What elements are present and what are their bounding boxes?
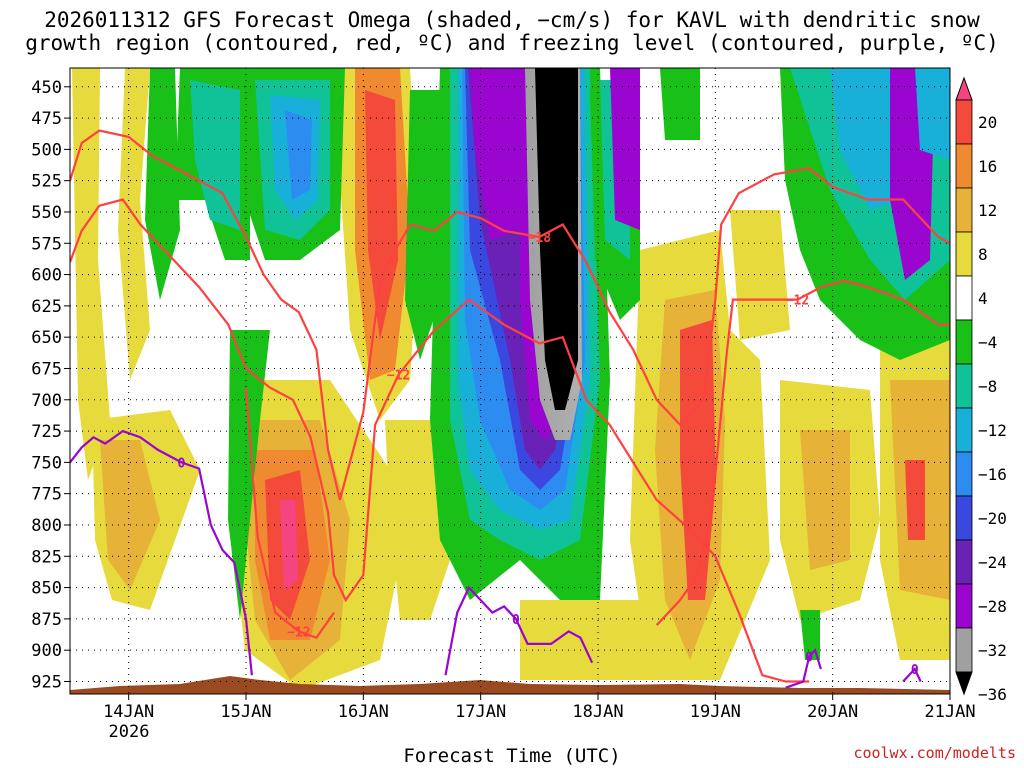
contour-line bbox=[70, 429, 253, 676]
colorbar-swatch bbox=[955, 143, 973, 189]
x-tick-label: 14JAN bbox=[103, 702, 154, 722]
colorbar-bottom-arrow bbox=[955, 671, 973, 696]
colorbar-label: −28 bbox=[978, 597, 1007, 616]
colorbar-swatch bbox=[955, 363, 973, 409]
contour-label: −18 bbox=[528, 231, 552, 246]
y-tick-label: 825 bbox=[31, 547, 62, 567]
y-tick-label: 900 bbox=[31, 641, 62, 661]
colorbar-label: −32 bbox=[978, 641, 1007, 660]
colorbar-swatch bbox=[955, 495, 973, 541]
x-tick-label: 19JAN bbox=[690, 702, 741, 722]
terrain-strip bbox=[70, 676, 950, 694]
y-tick-label: 850 bbox=[31, 579, 62, 599]
colorbar-label: 20 bbox=[978, 113, 997, 132]
colorbar-label: 12 bbox=[978, 201, 997, 220]
contour-label: 0 bbox=[911, 663, 919, 678]
y-tick-label: 625 bbox=[31, 297, 62, 317]
chart-title-line2: growth region (contoured, red, ºC) and f… bbox=[25, 31, 999, 55]
colorbar-label: −8 bbox=[978, 377, 997, 396]
colorbar-swatch bbox=[955, 451, 973, 497]
x-tick-label: 20JAN bbox=[807, 702, 858, 722]
contour-line bbox=[785, 648, 822, 689]
x-axis-title: Forecast Time (UTC) bbox=[403, 745, 621, 767]
colorbar-swatch bbox=[955, 319, 973, 365]
colorbar-swatch bbox=[955, 583, 973, 629]
omega-shading bbox=[70, 68, 950, 694]
colorbar: 20 16 12 8 4 −4 −8 −12 −16 −20 −24 −28 −32 −36 bbox=[955, 76, 1007, 704]
contour-line bbox=[70, 129, 950, 501]
y-tick-label: 525 bbox=[31, 172, 62, 192]
credit-text: coolwx.com/modelts bbox=[853, 744, 1016, 762]
y-tick-label: 725 bbox=[31, 422, 62, 442]
y-tick-label: 800 bbox=[31, 516, 62, 536]
y-tick-label: 750 bbox=[31, 453, 62, 473]
colorbar-swatch bbox=[955, 407, 973, 453]
y-tick-label: 475 bbox=[31, 109, 62, 129]
x-tick-label: 18JAN bbox=[572, 702, 623, 722]
colorbar-label: −4 bbox=[978, 333, 997, 352]
colorbar-label: −16 bbox=[978, 465, 1007, 484]
contour-label: 0 bbox=[178, 456, 186, 471]
y-axis: 450 475 500 525 550 575 600 625 650 675 700 725 750 7… bbox=[31, 78, 70, 692]
colorbar-top-arrow bbox=[955, 76, 973, 101]
x-tick-label: 16JAN bbox=[338, 702, 389, 722]
colorbar-label: 8 bbox=[978, 245, 988, 264]
colorbar-label: −20 bbox=[978, 509, 1007, 528]
colorbar-label: 4 bbox=[978, 289, 988, 308]
y-tick-label: 650 bbox=[31, 328, 62, 348]
contour-line bbox=[70, 198, 810, 683]
colorbar-swatch bbox=[955, 627, 973, 673]
contour-label: 0 bbox=[512, 613, 520, 628]
y-tick-label: 500 bbox=[31, 140, 62, 160]
y-tick-label: 675 bbox=[31, 359, 62, 379]
y-tick-label: 700 bbox=[31, 391, 62, 411]
contour-label: −12 bbox=[387, 369, 410, 384]
contour-label: −12 bbox=[287, 625, 310, 640]
y-tick-label: 775 bbox=[31, 485, 62, 505]
colorbar-label: −12 bbox=[978, 421, 1007, 440]
x-tick-label: 15JAN bbox=[220, 702, 271, 722]
colorbar-swatch bbox=[955, 275, 973, 321]
plot-frame bbox=[69, 67, 951, 695]
y-tick-label: 450 bbox=[31, 78, 62, 98]
gridlines bbox=[70, 68, 950, 694]
contour-line bbox=[444, 585, 594, 676]
y-tick-label: 600 bbox=[31, 266, 62, 286]
x-tick-label: 17JAN bbox=[455, 702, 506, 722]
x-axis: 14JAN 15JAN 16JAN 17JAN 18JAN 19JAN 20JAN 21JAN bbox=[103, 694, 976, 722]
contour-labels: −18 −12 −12 −12 0 0 0 0 bbox=[178, 231, 919, 678]
contour-label: −12 bbox=[786, 294, 809, 309]
x-year-label: 2026 bbox=[109, 722, 150, 742]
colorbar-swatch bbox=[955, 99, 973, 145]
colorbar-label: 16 bbox=[978, 157, 997, 176]
colorbar-swatch bbox=[955, 231, 973, 277]
colorbar-swatch bbox=[955, 539, 973, 585]
colorbar-swatch bbox=[955, 187, 973, 233]
y-tick-label: 550 bbox=[31, 203, 62, 223]
y-tick-label: 875 bbox=[31, 610, 62, 630]
contour-line bbox=[244, 387, 335, 640]
y-tick-label: 925 bbox=[31, 672, 62, 692]
x-tick-label: 21JAN bbox=[924, 702, 975, 722]
contour-layer bbox=[70, 129, 950, 689]
contour-line bbox=[655, 279, 950, 626]
colorbar-label: −24 bbox=[978, 553, 1007, 572]
contour-label: 0 bbox=[805, 650, 813, 665]
y-tick-label: 575 bbox=[31, 234, 62, 254]
colorbar-label: −36 bbox=[978, 685, 1007, 704]
contour-line bbox=[902, 667, 922, 683]
chart-title-line1: 2026011312 GFS Forecast Omega (shaded, −… bbox=[44, 8, 980, 32]
